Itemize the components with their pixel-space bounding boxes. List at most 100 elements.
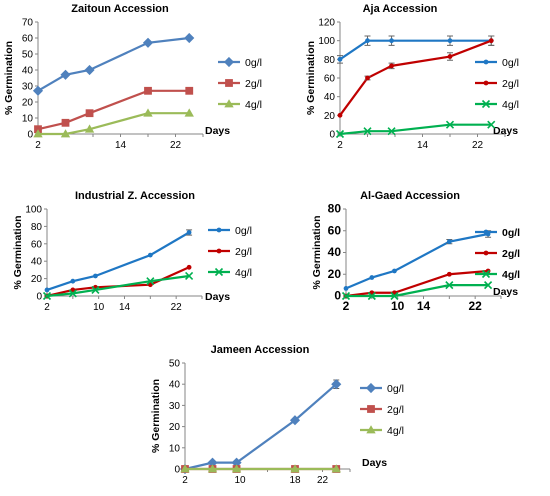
- y-tick-label: 10: [22, 114, 34, 125]
- series-0g/l: [44, 229, 193, 293]
- y-tick-label: 0: [329, 130, 335, 141]
- data-point: [143, 108, 153, 117]
- x-axis-label: Days: [205, 291, 230, 303]
- data-point: [184, 108, 194, 117]
- x-tick-label: 22: [171, 302, 183, 313]
- x-tick-label: 10: [234, 475, 246, 486]
- y-tick-label: 60: [328, 223, 342, 237]
- data-point: [33, 129, 43, 138]
- data-point: [389, 38, 394, 44]
- series-0g/l: [343, 230, 492, 291]
- y-tick-label: 20: [169, 422, 181, 433]
- data-point: [180, 464, 190, 473]
- data-point: [389, 63, 394, 69]
- x-tick-label: 14: [115, 140, 127, 151]
- chart-5: Jameen Accession % Germination 0 10 20 30 40 50…: [150, 344, 404, 486]
- series-4g/l: [42, 271, 194, 301]
- y-axis-label: % Germination: [3, 41, 15, 115]
- data-point: [337, 112, 343, 118]
- x-tick-label: 18: [289, 475, 301, 486]
- legend-label: 2g/l: [502, 78, 519, 90]
- y-tick-label: 60: [324, 74, 336, 85]
- data-point: [144, 86, 152, 95]
- data-point: [335, 129, 345, 139]
- x-tick-label: 22: [468, 299, 482, 313]
- data-point: [392, 268, 397, 274]
- legend-label: 4g/l: [245, 99, 262, 111]
- y-tick-label: 20: [31, 274, 43, 285]
- data-point: [207, 464, 218, 473]
- chart-4: Al-Gaed Accession % Germination 0 20 40 60 80 2…: [311, 190, 520, 313]
- data-point: [85, 109, 94, 118]
- legend-label: 0g/l: [387, 383, 404, 395]
- y-tick-label: 80: [324, 55, 336, 66]
- y-tick-label: 60: [31, 239, 43, 250]
- legend-marker: [367, 405, 375, 413]
- y-axis-label: % Germination: [305, 41, 317, 115]
- y-tick-label: 100: [318, 36, 335, 47]
- y-tick-label: 0: [27, 130, 33, 141]
- series-line: [46, 274, 190, 298]
- series-line: [339, 39, 492, 116]
- x-axis-label: Days: [493, 125, 518, 137]
- series-line: [37, 36, 190, 92]
- data-point: [387, 127, 396, 136]
- x-axis-label: Days: [493, 286, 518, 298]
- legend-marker: [483, 80, 489, 86]
- y-tick-label: 40: [22, 66, 34, 77]
- data-point: [93, 273, 98, 279]
- legend-label: 4g/l: [502, 269, 520, 281]
- legend-label: 0g/l: [502, 227, 520, 239]
- x-tick-label: 2: [35, 140, 41, 151]
- x-tick-label: 14: [417, 140, 429, 151]
- data-point: [445, 120, 455, 129]
- data-point: [186, 230, 192, 235]
- data-point: [185, 271, 194, 281]
- data-point: [331, 379, 342, 390]
- y-tick-label: 40: [328, 245, 342, 259]
- y-tick-label: 50: [169, 359, 181, 370]
- data-point: [142, 37, 154, 48]
- y-tick-label: 80: [328, 202, 342, 216]
- data-point: [365, 75, 370, 81]
- data-point: [231, 464, 242, 473]
- x-tick-label: 10: [93, 302, 105, 313]
- data-point: [343, 285, 349, 291]
- data-point: [390, 291, 399, 301]
- series-4g/l: [180, 464, 341, 473]
- data-point: [331, 464, 341, 473]
- y-tick-label: 50: [22, 50, 34, 61]
- legend-label: 4g/l: [502, 99, 519, 111]
- y-axis-label: % Germination: [150, 379, 162, 453]
- data-point: [61, 118, 70, 127]
- x-tick-label: 22: [317, 475, 329, 486]
- data-point: [446, 271, 452, 277]
- data-point: [185, 86, 194, 95]
- y-tick-label: 120: [318, 18, 335, 29]
- x-axis-label: Days: [205, 125, 230, 137]
- data-point: [44, 287, 50, 293]
- data-point: [445, 281, 454, 290]
- y-tick-label: 40: [324, 92, 336, 103]
- y-tick-label: 20: [328, 267, 342, 281]
- data-point: [60, 129, 71, 138]
- data-point: [290, 464, 300, 473]
- data-point: [447, 54, 453, 59]
- data-point: [70, 278, 76, 284]
- data-point: [363, 127, 372, 136]
- series-4g/l: [335, 120, 496, 139]
- legend-label: 0g/l: [502, 57, 519, 69]
- y-tick-label: 70: [22, 18, 34, 29]
- legend-label: 0g/l: [245, 57, 262, 69]
- x-tick-label: 2: [44, 302, 50, 313]
- data-point: [186, 264, 192, 270]
- x-tick-label: 10: [391, 299, 405, 313]
- chart-title: Al-Gaed Accession: [360, 190, 460, 202]
- data-point: [369, 275, 375, 280]
- data-point: [365, 38, 370, 44]
- legend-marker: [483, 59, 489, 65]
- data-point: [447, 38, 453, 44]
- data-point: [147, 252, 153, 258]
- legend-label: 2g/l: [387, 404, 404, 416]
